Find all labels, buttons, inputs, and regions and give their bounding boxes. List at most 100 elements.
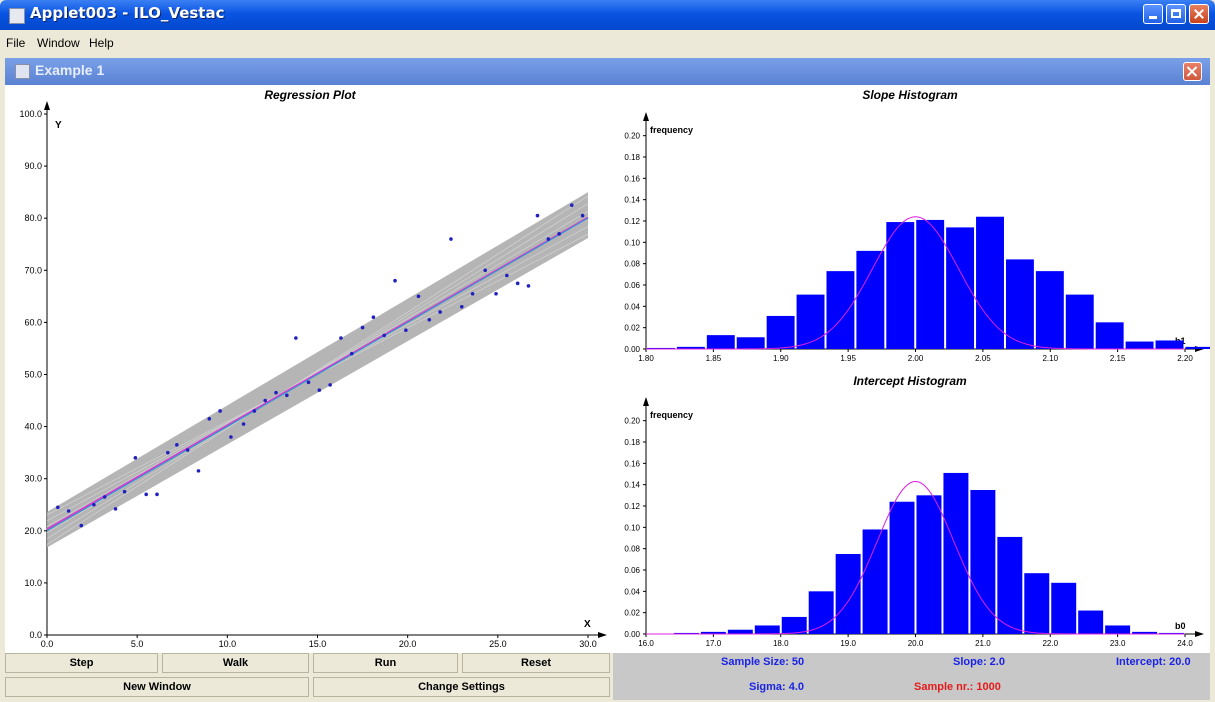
histogram-bar — [1159, 632, 1184, 634]
y-axis-arrow — [44, 101, 50, 110]
data-point — [175, 443, 179, 447]
sample-line — [46, 210, 589, 533]
y-tick-label: 0.18 — [624, 438, 640, 447]
histogram-bar — [676, 346, 705, 349]
y-tick-label: 0.02 — [624, 324, 640, 333]
histogram-bar — [835, 554, 861, 634]
histogram-bar — [976, 216, 1004, 349]
window-title-bar[interactable]: Applet003 - ILO_Vestac — [0, 0, 1215, 30]
change-settings-button[interactable]: Change Settings — [313, 677, 610, 697]
intercept-histogram-title: Intercept Histogram — [853, 374, 967, 388]
histogram-bar — [1132, 631, 1158, 634]
x-tick-label: 2.20 — [1177, 354, 1193, 363]
x-tick-label: 1.90 — [773, 354, 789, 363]
data-point — [404, 328, 408, 333]
walk-button[interactable]: Walk — [162, 653, 309, 673]
y-tick-label: 0.04 — [624, 302, 640, 311]
histogram-bar — [754, 625, 780, 634]
x-tick-label: 1.80 — [638, 354, 654, 363]
data-point — [515, 281, 520, 286]
data-point — [328, 383, 332, 387]
maximize-button[interactable] — [1166, 4, 1186, 24]
new-window-button[interactable]: New Window — [5, 677, 309, 697]
x-tick-label: 2.15 — [1110, 354, 1126, 363]
y-tick-label: 80.0 — [24, 213, 42, 223]
y-tick-label: 0.00 — [624, 345, 640, 354]
y-tick-label: 60.0 — [24, 317, 42, 327]
close-button[interactable] — [1189, 4, 1209, 24]
histogram-bar — [700, 631, 726, 634]
histogram-bar — [766, 315, 795, 349]
internal-frame-title-bar[interactable]: Example 1 — [5, 58, 1210, 85]
sigma-label: Sigma: 4.0 — [749, 681, 805, 693]
histogram-bar — [1051, 582, 1077, 634]
data-point — [505, 273, 509, 278]
data-point — [494, 291, 498, 296]
y-tick-label: 0.18 — [624, 153, 640, 162]
data-point — [393, 278, 397, 283]
data-point — [155, 492, 159, 497]
menu-file[interactable]: File — [6, 36, 26, 50]
y-tick-label: 0.14 — [624, 481, 640, 490]
data-point — [207, 416, 212, 421]
histogram-bar — [997, 536, 1023, 634]
info-panel: Sample Size: 50 Slope: 2.0 Intercept: 20… — [613, 653, 1210, 700]
sample-line — [46, 203, 589, 539]
y-tick-label: 0.16 — [624, 174, 640, 183]
x-tick-label: 22.0 — [1042, 639, 1058, 648]
data-point — [113, 507, 118, 511]
normal-curve — [646, 480, 1185, 635]
y-tick-label: 0.00 — [624, 630, 640, 639]
data-point — [449, 237, 453, 241]
internal-frame-title: Example 1 — [35, 62, 105, 78]
y-tick-label: 0.06 — [624, 281, 640, 290]
data-point — [339, 336, 343, 340]
data-point — [416, 294, 421, 299]
menu-help[interactable]: Help — [89, 36, 114, 50]
data-point — [427, 317, 432, 322]
y-axis-arrow — [643, 112, 649, 121]
histogram-bar — [647, 347, 675, 349]
histogram-bar — [1078, 610, 1104, 634]
y-tick-label: 0.08 — [624, 260, 640, 269]
y-tick-label: 0.10 — [624, 523, 640, 532]
regression-plot-title: Regression Plot — [264, 88, 356, 102]
x-tick-label: 20.0 — [908, 639, 924, 648]
histogram-bar — [943, 472, 969, 634]
histogram-bar — [1155, 340, 1184, 349]
java-cup-icon — [15, 64, 30, 79]
reset-button[interactable]: Reset — [462, 653, 610, 673]
histogram-bar — [916, 495, 942, 634]
step-button[interactable]: Step — [5, 653, 158, 673]
data-point — [535, 213, 540, 218]
y-tick-label: 0.04 — [624, 587, 640, 596]
x-axis-arrow — [598, 632, 607, 638]
internal-frame-close-button[interactable] — [1183, 62, 1202, 81]
run-button[interactable]: Run — [313, 653, 458, 673]
minimize-button[interactable] — [1143, 4, 1163, 24]
y-tick-label: 100.0 — [19, 109, 42, 119]
x-tick-label: 10.0 — [219, 639, 237, 649]
data-point — [382, 333, 387, 338]
sample-line — [46, 195, 589, 545]
histogram-bar — [1095, 322, 1124, 349]
data-point — [349, 351, 354, 356]
menu-window[interactable]: Window — [37, 36, 80, 50]
histogram-bar — [916, 219, 945, 349]
histogram-bar — [946, 227, 975, 349]
true-line — [46, 217, 589, 532]
fitted-line — [46, 216, 589, 531]
x-axis-arrow — [1195, 631, 1204, 637]
data-point — [371, 315, 376, 319]
y-tick-label: 90.0 — [24, 161, 42, 171]
y-axis-arrow — [643, 397, 649, 406]
y-tick-label: 20.0 — [24, 526, 42, 536]
y-tick-label: 0.08 — [624, 545, 640, 554]
data-point — [241, 422, 246, 426]
data-point — [483, 268, 488, 273]
button-panel: Step Walk Run Reset New Window Change Se… — [5, 653, 613, 700]
data-point — [526, 284, 531, 288]
x-tick-label: 25.0 — [489, 639, 507, 649]
data-point — [470, 291, 475, 296]
data-point — [79, 523, 84, 528]
